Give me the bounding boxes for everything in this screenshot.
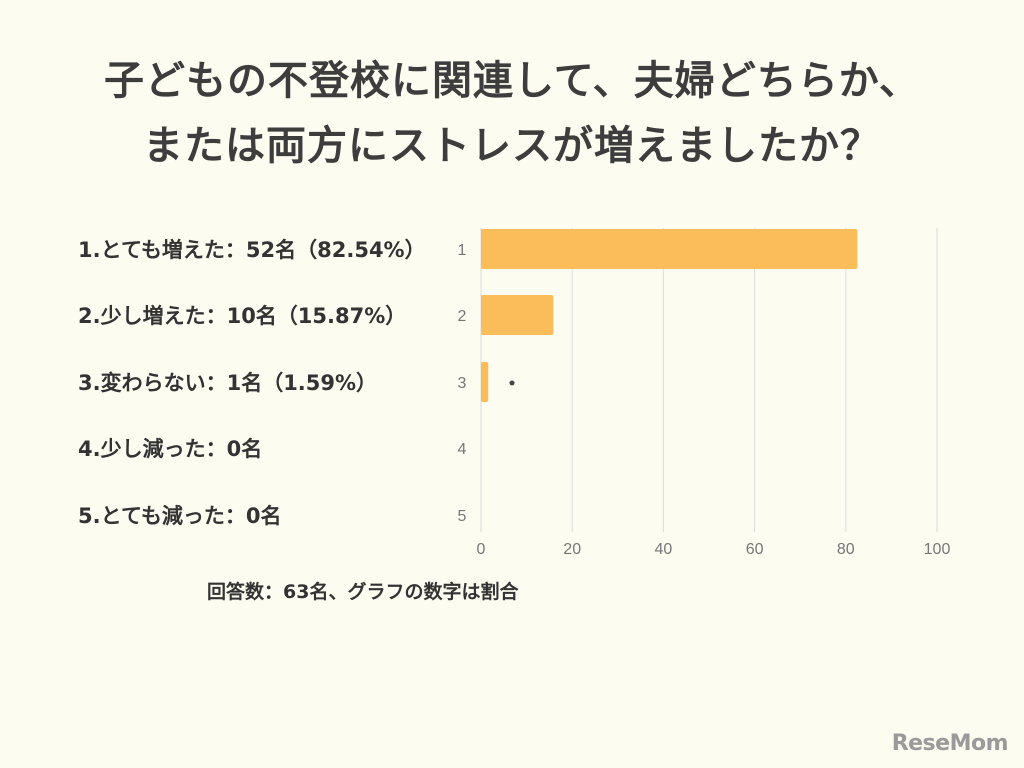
x-tick-label-20: 20 (563, 541, 581, 558)
category-label-5: 5.とても減った：0名 (78, 504, 282, 528)
y-tick-label-5: 5 (458, 508, 467, 525)
x-tick-label-60: 60 (746, 541, 764, 558)
x-tick-label-80: 80 (837, 541, 855, 558)
x-tick-label-0: 0 (477, 541, 486, 558)
chart-title-line-1: 子どもの不登校に関連して、夫婦どちらか、 (104, 58, 920, 104)
category-label-4: 4.少し減った：0名 (78, 437, 263, 461)
x-tick-label-40: 40 (655, 541, 673, 558)
brand-logo: ReseMom (891, 731, 1009, 756)
bar-chart: 0 20 40 60 80 100 1 2 3 4 5 (458, 228, 951, 558)
dot-marker (509, 380, 515, 386)
category-label-2: 2.少し増えた：10名（15.87%） (78, 304, 407, 328)
y-tick-label-1: 1 (458, 242, 467, 259)
y-tick-label-4: 4 (458, 441, 467, 458)
x-tick-label-100: 100 (924, 541, 951, 558)
y-tick-label-2: 2 (458, 308, 467, 325)
bar-3 (481, 362, 489, 402)
footnote: 回答数：63名、グラフの数字は割合 (207, 581, 519, 603)
category-label-3: 3.変わらない：1名（1.59%） (78, 371, 378, 395)
y-tick-label-3: 3 (458, 375, 467, 392)
chart-title-line-2: または両方にストレスが増えましたか？ (143, 123, 881, 169)
category-label-1: 1.とても増えた：52名（82.54%） (78, 238, 426, 262)
bar-2 (481, 295, 554, 335)
bar-1 (481, 229, 858, 269)
